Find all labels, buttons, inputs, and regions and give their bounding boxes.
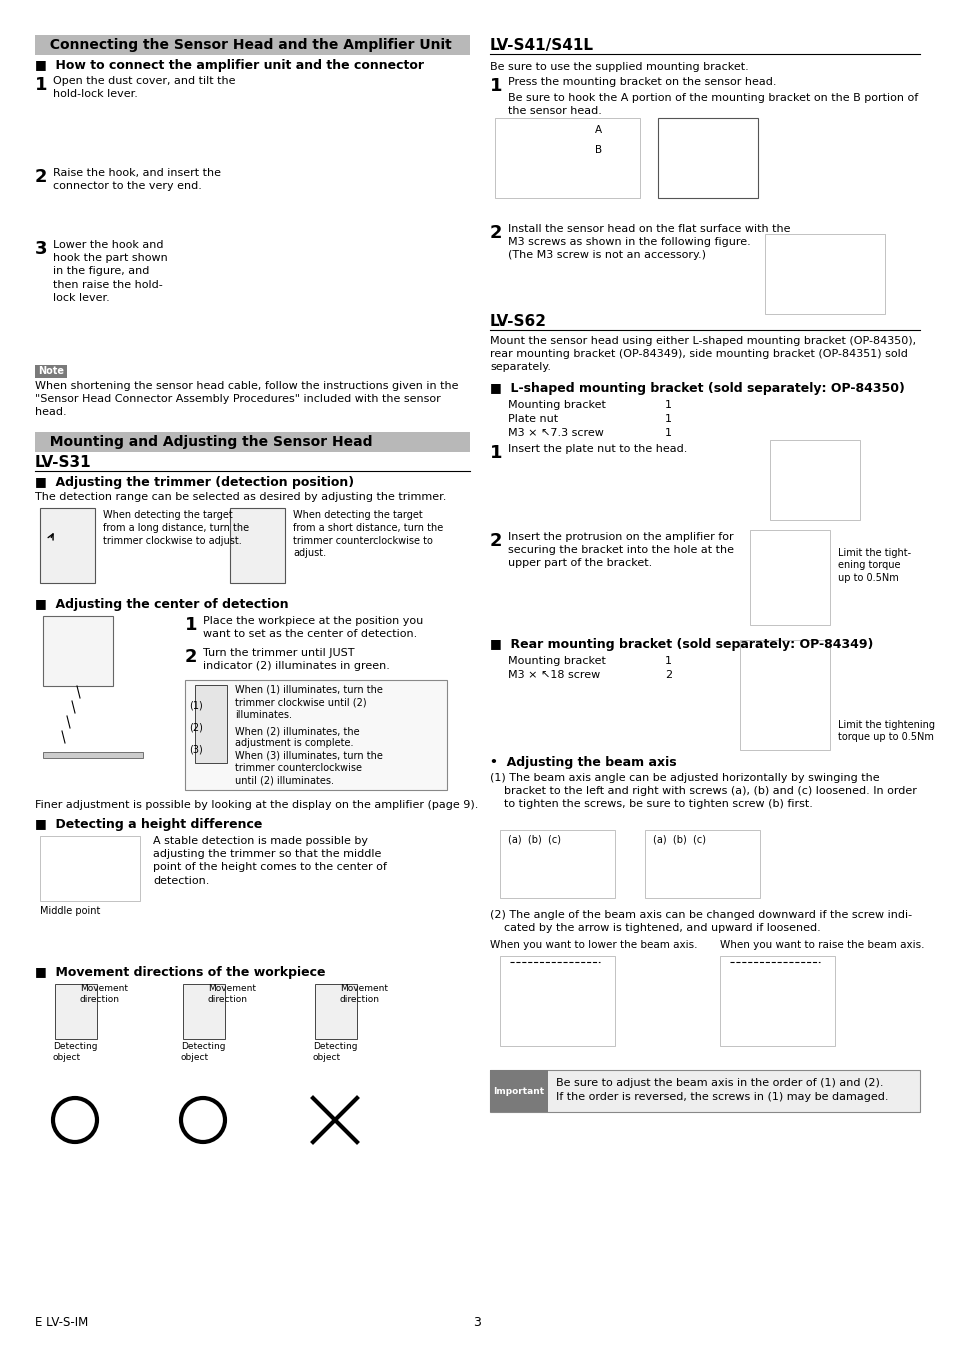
Text: 1: 1 <box>490 77 502 95</box>
Text: Mount the sensor head using either L-shaped mounting bracket (OP-84350),
rear mo: Mount the sensor head using either L-sha… <box>490 336 915 373</box>
Text: Movement
direction: Movement direction <box>208 984 255 1004</box>
Text: (2) The angle of the beam axis can be changed downward if the screw indi-
    ca: (2) The angle of the beam axis can be ch… <box>490 911 911 934</box>
Text: 1: 1 <box>664 400 671 409</box>
Text: (1) The beam axis angle can be adjusted horizontally by swinging the
    bracket: (1) The beam axis angle can be adjusted … <box>490 773 916 809</box>
Text: Be sure to adjust the beam axis in the order of (1) and (2).
If the order is rev: Be sure to adjust the beam axis in the o… <box>556 1078 887 1102</box>
Bar <box>720 957 834 1046</box>
Text: (a)  (b)  (c): (a) (b) (c) <box>507 835 560 844</box>
Text: ■  Adjusting the center of detection: ■ Adjusting the center of detection <box>35 598 289 611</box>
Text: 1: 1 <box>490 444 502 462</box>
Text: Limit the tightening
torque up to 0.5Nm: Limit the tightening torque up to 0.5Nm <box>837 720 934 743</box>
Bar <box>658 118 758 199</box>
Text: Raise the hook, and insert the
connector to the very end.: Raise the hook, and insert the connector… <box>53 168 221 192</box>
Text: Lower the hook and
hook the part shown
in the figure, and
then raise the hold-
l: Lower the hook and hook the part shown i… <box>53 240 168 303</box>
Text: Open the dust cover, and tilt the
hold-lock lever.: Open the dust cover, and tilt the hold-l… <box>53 76 235 99</box>
Text: (1): (1) <box>189 700 203 711</box>
Text: When (2) illuminates, the
adjustment is complete.: When (2) illuminates, the adjustment is … <box>234 725 359 748</box>
Text: A: A <box>595 126 601 135</box>
Bar <box>740 640 829 750</box>
Text: Mounting bracket: Mounting bracket <box>507 400 605 409</box>
Text: Detecting
object: Detecting object <box>181 1042 225 1062</box>
Text: LV-S31: LV-S31 <box>35 455 91 470</box>
Bar <box>55 984 97 1039</box>
Text: 1: 1 <box>664 413 671 424</box>
Text: 2: 2 <box>490 224 502 242</box>
Text: Turn the trimmer until JUST
indicator (2) illuminates in green.: Turn the trimmer until JUST indicator (2… <box>203 648 390 671</box>
Bar <box>35 432 470 453</box>
Text: Be sure to use the supplied mounting bracket.: Be sure to use the supplied mounting bra… <box>490 62 748 72</box>
Bar <box>499 830 615 898</box>
Bar <box>194 685 227 763</box>
Bar <box>35 365 67 378</box>
Bar <box>749 530 829 626</box>
Text: Mounting bracket: Mounting bracket <box>507 657 605 666</box>
Text: M3 × ↖7.3 screw: M3 × ↖7.3 screw <box>507 428 603 438</box>
Text: Movement
direction: Movement direction <box>339 984 388 1004</box>
Bar <box>499 957 615 1046</box>
Text: 2: 2 <box>185 648 197 666</box>
Text: Press the mounting bracket on the sensor head.: Press the mounting bracket on the sensor… <box>507 77 776 86</box>
Text: 3: 3 <box>35 240 48 258</box>
Bar <box>495 118 639 199</box>
Text: When you want to lower the beam axis.: When you want to lower the beam axis. <box>490 940 697 950</box>
Text: 2: 2 <box>35 168 48 186</box>
Text: B: B <box>595 145 601 155</box>
Bar <box>40 836 140 901</box>
Bar <box>490 1070 919 1112</box>
Bar <box>644 830 760 898</box>
Text: •  Adjusting the beam axis: • Adjusting the beam axis <box>490 757 676 769</box>
Text: 1: 1 <box>664 657 671 666</box>
Text: LV-S41/S41L: LV-S41/S41L <box>490 38 594 53</box>
Bar <box>183 984 225 1039</box>
Text: 2: 2 <box>490 532 502 550</box>
Bar <box>40 508 95 584</box>
Text: Movement
direction: Movement direction <box>80 984 128 1004</box>
Text: When (3) illuminates, turn the
trimmer counterclockwise
until (2) illuminates.: When (3) illuminates, turn the trimmer c… <box>234 751 382 786</box>
Bar <box>43 616 112 686</box>
Text: ■  Detecting a height difference: ■ Detecting a height difference <box>35 817 262 831</box>
Text: Plate nut: Plate nut <box>507 413 558 424</box>
Text: Insert the plate nut to the head.: Insert the plate nut to the head. <box>507 444 687 454</box>
Text: Be sure to hook the A portion of the mounting bracket on the B portion of
the se: Be sure to hook the A portion of the mou… <box>507 93 918 116</box>
Bar <box>43 753 143 758</box>
Text: 1: 1 <box>185 616 197 634</box>
Text: LV-S62: LV-S62 <box>490 313 546 330</box>
Text: (a)  (b)  (c): (a) (b) (c) <box>652 835 705 844</box>
Text: E LV-S-IM: E LV-S-IM <box>35 1316 89 1329</box>
Text: The detection range can be selected as desired by adjusting the trimmer.: The detection range can be selected as d… <box>35 492 446 503</box>
Text: A stable detection is made possible by
adjusting the trimmer so that the middle
: A stable detection is made possible by a… <box>152 836 387 886</box>
Text: Connecting the Sensor Head and the Amplifier Unit: Connecting the Sensor Head and the Ampli… <box>40 38 452 51</box>
Bar <box>769 440 859 520</box>
Text: ■  Adjusting the trimmer (detection position): ■ Adjusting the trimmer (detection posit… <box>35 476 354 489</box>
Text: 1: 1 <box>35 76 48 95</box>
Text: Important: Important <box>493 1086 544 1096</box>
Text: Limit the tight-
ening torque
up to 0.5Nm: Limit the tight- ening torque up to 0.5N… <box>837 549 910 582</box>
Text: Note: Note <box>38 366 64 377</box>
Text: Middle point: Middle point <box>40 907 100 916</box>
Bar <box>185 680 447 790</box>
Text: ■  Movement directions of the workpiece: ■ Movement directions of the workpiece <box>35 966 325 979</box>
Text: Detecting
object: Detecting object <box>313 1042 357 1062</box>
Text: Finer adjustment is possible by looking at the display on the amplifier (page 9): Finer adjustment is possible by looking … <box>35 800 477 811</box>
Text: (3): (3) <box>189 744 203 754</box>
Text: ■  Rear mounting bracket (sold separately: OP-84349): ■ Rear mounting bracket (sold separately… <box>490 638 872 651</box>
Text: Install the sensor head on the flat surface with the
M3 screws as shown in the f: Install the sensor head on the flat surf… <box>507 224 790 261</box>
Bar <box>35 35 470 55</box>
Text: When detecting the target
from a long distance, turn the
trimmer clockwise to ad: When detecting the target from a long di… <box>103 509 249 546</box>
Text: 1: 1 <box>664 428 671 438</box>
Text: (2): (2) <box>189 721 203 732</box>
Text: When (1) illuminates, turn the
trimmer clockwise until (2)
illuminates.: When (1) illuminates, turn the trimmer c… <box>234 685 382 720</box>
Text: ■  L-shaped mounting bracket (sold separately: OP-84350): ■ L-shaped mounting bracket (sold separa… <box>490 382 904 394</box>
Text: ■  How to connect the amplifier unit and the connector: ■ How to connect the amplifier unit and … <box>35 59 423 72</box>
Bar <box>230 508 285 584</box>
Text: When detecting the target
from a short distance, turn the
trimmer counterclockwi: When detecting the target from a short d… <box>293 509 443 558</box>
Bar <box>314 984 356 1039</box>
Text: M3 × ↖18 screw: M3 × ↖18 screw <box>507 670 599 680</box>
Bar <box>490 1070 547 1112</box>
Text: 2: 2 <box>664 670 672 680</box>
Text: Place the workpiece at the position you
want to set as the center of detection.: Place the workpiece at the position you … <box>203 616 423 639</box>
Text: Detecting
object: Detecting object <box>53 1042 97 1062</box>
Text: When shortening the sensor head cable, follow the instructions given in the
"Sen: When shortening the sensor head cable, f… <box>35 381 458 417</box>
Text: 3: 3 <box>473 1316 480 1329</box>
Text: When you want to raise the beam axis.: When you want to raise the beam axis. <box>720 940 923 950</box>
